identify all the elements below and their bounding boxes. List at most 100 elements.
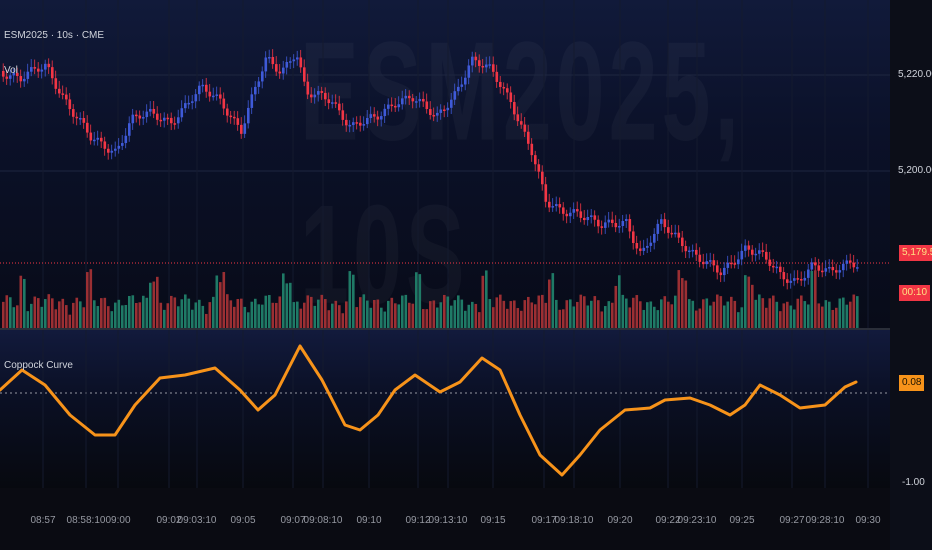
candle-body: [159, 119, 163, 122]
pane-separator[interactable]: [0, 328, 932, 330]
candle-body: [835, 270, 838, 273]
candle-body: [691, 249, 695, 252]
volume-bar: [800, 295, 803, 328]
volume-bar: [705, 298, 709, 328]
candle-body: [765, 251, 768, 260]
volume-bar: [156, 276, 159, 328]
candle-body: [40, 69, 44, 72]
candle-body: [681, 237, 684, 247]
candle-body: [572, 209, 576, 213]
coppock-pane[interactable]: Coppock Curve: [0, 330, 890, 488]
volume-bar: [68, 314, 72, 328]
candle-body: [506, 88, 509, 93]
volume-bar: [285, 283, 289, 328]
volume-bar: [331, 303, 334, 328]
candle-body: [583, 217, 586, 221]
time-tick-label: 09:00: [105, 515, 131, 526]
candle-body: [222, 98, 226, 109]
volume-bar: [614, 285, 618, 328]
candle-body: [257, 81, 261, 87]
volume-bar: [124, 304, 128, 328]
volume-bar: [733, 300, 737, 328]
volume-bar: [660, 299, 663, 328]
osc-low-label: -1.00: [902, 477, 925, 488]
volume-bar: [506, 308, 509, 328]
candle-body: [786, 279, 789, 283]
volume-bar: [537, 295, 541, 328]
candle-body: [782, 272, 786, 280]
time-axis[interactable]: [0, 488, 890, 550]
volume-bar: [709, 305, 712, 328]
candle-body: [499, 81, 502, 87]
candle-body: [5, 76, 9, 79]
volume-bar: [842, 297, 845, 328]
volume-bar: [831, 309, 835, 328]
volume-bar: [247, 312, 250, 328]
volume-bar: [271, 302, 275, 328]
volume-bar: [103, 297, 107, 328]
candle-body: [758, 250, 761, 254]
time-tick-label: 09:20: [607, 515, 633, 526]
volume-bar: [320, 294, 324, 328]
volume-bar: [341, 313, 345, 328]
candle-body: [226, 108, 229, 116]
candle-body: [152, 108, 156, 114]
price-axis[interactable]: 5,220.00 5,200.00 5,179.50 00:10 0.08 -1…: [890, 0, 932, 550]
volume-bar: [415, 272, 418, 328]
volume-bar: [572, 306, 576, 328]
volume-bar: [478, 312, 481, 328]
volume-bar: [821, 306, 824, 328]
volume-bar: [387, 300, 390, 328]
volume-bar: [432, 300, 436, 328]
volume-bar: [681, 278, 684, 328]
volume-label[interactable]: Vol: [4, 65, 18, 76]
volume-bar: [212, 296, 215, 328]
volume-bar: [173, 297, 177, 328]
candle-body: [793, 278, 796, 281]
coppock-value-tag: 0.08: [899, 375, 925, 391]
volume-bar: [632, 297, 635, 328]
price-pane[interactable]: ESM2025, 10S ESM2025 · 10s · CME Vol: [0, 0, 890, 328]
candle-body: [485, 64, 488, 68]
price-chart[interactable]: [0, 0, 890, 328]
candle-body: [747, 245, 751, 250]
candle-body: [149, 108, 152, 112]
candle-body: [516, 114, 520, 122]
volume-bar: [723, 305, 726, 328]
coppock-chart[interactable]: [0, 330, 890, 488]
volume-bar: [16, 305, 19, 328]
volume-bar: [635, 295, 639, 328]
volume-bar: [530, 302, 534, 328]
time-tick-label: 09:12: [405, 515, 431, 526]
candle-body: [250, 94, 254, 108]
candle-body: [79, 118, 82, 120]
symbol-label[interactable]: ESM2025 · 10s · CME: [4, 30, 105, 41]
volume-bar: [597, 300, 600, 328]
volume-bar: [457, 295, 460, 328]
volume-bar: [765, 307, 768, 328]
candle-body: [247, 107, 250, 124]
candle-body: [768, 259, 772, 266]
volume-bar: [688, 299, 691, 328]
candle-body: [411, 98, 415, 102]
volume-bar: [502, 300, 506, 328]
volume-bar: [607, 301, 611, 328]
candle-body: [72, 109, 75, 117]
candle-body: [166, 117, 170, 120]
candle-body: [429, 109, 432, 115]
time-tick-label: 09:23:10: [677, 515, 717, 526]
volume-bar: [464, 310, 467, 328]
time-tick-label: 09:05: [230, 515, 256, 526]
volume-bar: [562, 309, 565, 328]
volume-bar: [145, 297, 149, 328]
volume-bar: [744, 275, 747, 328]
volume-bar: [460, 299, 464, 328]
candle-body: [394, 105, 397, 108]
candle-body: [754, 253, 758, 256]
volume-bar: [44, 299, 47, 328]
volume-bar: [677, 270, 681, 328]
candle-body: [838, 270, 842, 273]
candle-body: [75, 116, 79, 119]
candle-body: [460, 84, 464, 87]
indicator-label[interactable]: Coppock Curve: [4, 360, 73, 371]
